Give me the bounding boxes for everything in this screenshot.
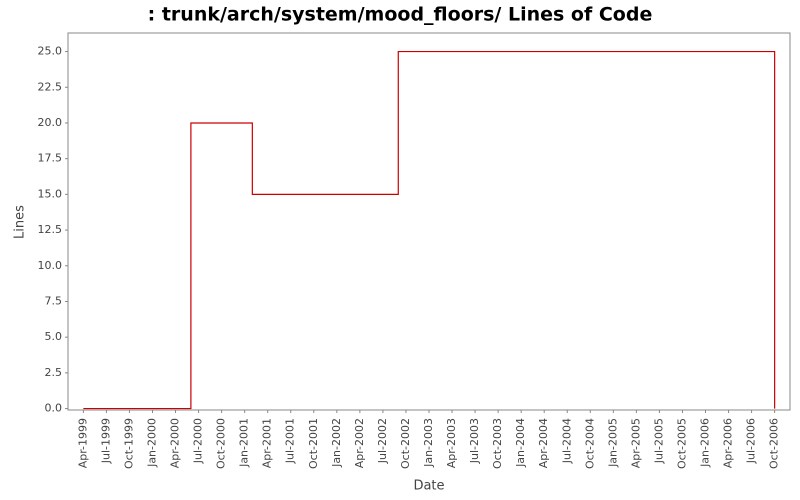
x-tick-label: Jul-2006 (745, 418, 758, 464)
x-tick-label: Jan-2005 (606, 418, 619, 468)
x-tick-label: Apr-1999 (76, 418, 89, 468)
x-tick-label: Jul-2002 (376, 418, 389, 464)
x-tick-label: Jan-2003 (422, 418, 435, 468)
x-tick-label: Oct-2001 (307, 418, 320, 469)
x-tick-label: Jan-2001 (238, 418, 251, 468)
y-tick-label: 12.5 (38, 223, 63, 236)
plot-area (67, 32, 791, 411)
data-line (83, 50, 776, 410)
x-tick-label: Jul-2004 (560, 418, 573, 464)
x-tick-label: Oct-2000 (215, 418, 228, 469)
x-axis-label: Date (413, 479, 444, 494)
x-tick-label: Oct-2003 (491, 418, 504, 469)
x-tick-label: Apr-2002 (353, 418, 366, 468)
y-tick-label: 20.0 (38, 116, 63, 129)
y-tick-label: 22.5 (38, 80, 63, 93)
x-tick-label: Oct-2006 (768, 418, 781, 469)
x-tick-label: Oct-2002 (399, 418, 412, 469)
x-tick-label: Jul-2000 (192, 418, 205, 464)
x-tick-label: Jan-2002 (330, 418, 343, 468)
x-tick-label: Jan-2000 (145, 418, 158, 468)
x-tick-label: Jul-2001 (284, 418, 297, 464)
x-tick-label: Jan-2006 (699, 418, 712, 468)
y-tick-label: 5.0 (45, 330, 63, 343)
x-tick-label: Apr-2000 (169, 418, 182, 468)
chart-title: : trunk/arch/system/mood_floors/ Lines o… (148, 4, 653, 26)
y-tick-label: 15.0 (38, 187, 63, 200)
x-tick-label: Apr-2005 (629, 418, 642, 468)
x-tick-label: Apr-2001 (261, 418, 274, 468)
x-tick-label: Apr-2006 (722, 418, 735, 468)
y-tick-label: 17.5 (38, 152, 63, 165)
y-tick-label: 7.5 (45, 294, 63, 307)
x-tick-label: Jul-2005 (652, 418, 665, 464)
x-tick-label: Oct-2005 (675, 418, 688, 469)
x-tick-label: Oct-1999 (122, 418, 135, 469)
x-tick-label: Jan-2004 (514, 418, 527, 468)
y-tick-label: 10.0 (38, 259, 63, 272)
x-tick-label: Jul-1999 (99, 418, 112, 464)
x-tick-label: Jul-2003 (468, 418, 481, 464)
x-tick-label: Apr-2003 (445, 418, 458, 468)
y-tick-label: 2.5 (45, 366, 63, 379)
x-tick-label: Oct-2004 (583, 418, 596, 469)
y-tick-label: 0.0 (45, 402, 63, 415)
y-tick-label: 25.0 (38, 45, 63, 58)
x-tick-label: Apr-2004 (537, 418, 550, 468)
y-axis-label: Lines (13, 205, 28, 239)
